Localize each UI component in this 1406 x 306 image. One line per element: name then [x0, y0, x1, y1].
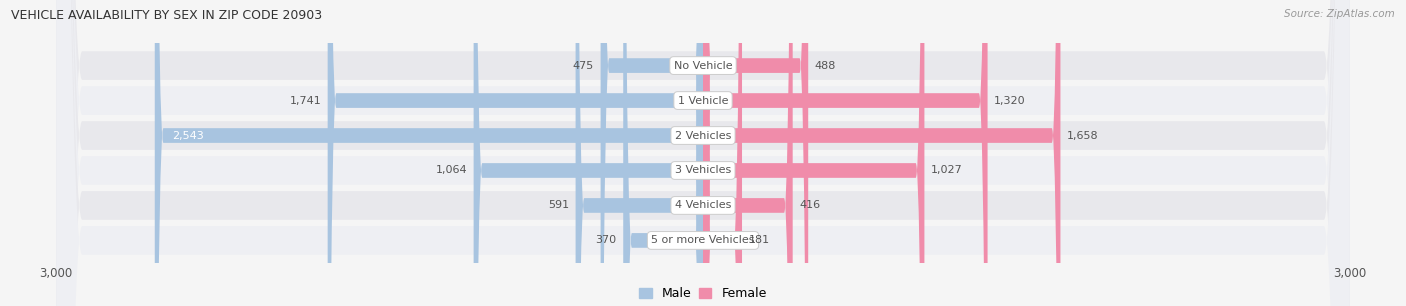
- Text: 4 Vehicles: 4 Vehicles: [675, 200, 731, 211]
- Text: 181: 181: [748, 235, 769, 245]
- FancyBboxPatch shape: [474, 0, 703, 306]
- Text: 1,658: 1,658: [1067, 131, 1098, 140]
- Text: 1 Vehicle: 1 Vehicle: [678, 95, 728, 106]
- Text: 370: 370: [596, 235, 617, 245]
- Legend: Male, Female: Male, Female: [634, 282, 772, 305]
- Text: 3 Vehicles: 3 Vehicles: [675, 166, 731, 175]
- FancyBboxPatch shape: [155, 0, 703, 306]
- Text: VEHICLE AVAILABILITY BY SEX IN ZIP CODE 20903: VEHICLE AVAILABILITY BY SEX IN ZIP CODE …: [11, 9, 322, 22]
- FancyBboxPatch shape: [600, 0, 703, 306]
- FancyBboxPatch shape: [328, 0, 703, 306]
- Text: 416: 416: [799, 200, 820, 211]
- Text: Source: ZipAtlas.com: Source: ZipAtlas.com: [1284, 9, 1395, 19]
- Text: 1,064: 1,064: [436, 166, 467, 175]
- FancyBboxPatch shape: [703, 0, 987, 306]
- Text: 1,320: 1,320: [994, 95, 1025, 106]
- Text: 591: 591: [548, 200, 569, 211]
- FancyBboxPatch shape: [56, 0, 1350, 306]
- FancyBboxPatch shape: [56, 0, 1350, 306]
- FancyBboxPatch shape: [703, 0, 742, 306]
- FancyBboxPatch shape: [575, 0, 703, 306]
- FancyBboxPatch shape: [623, 0, 703, 306]
- Text: 1,027: 1,027: [931, 166, 963, 175]
- Text: 2 Vehicles: 2 Vehicles: [675, 131, 731, 140]
- Text: 2,543: 2,543: [172, 131, 204, 140]
- FancyBboxPatch shape: [56, 0, 1350, 306]
- FancyBboxPatch shape: [703, 0, 793, 306]
- FancyBboxPatch shape: [703, 0, 1060, 306]
- Text: No Vehicle: No Vehicle: [673, 61, 733, 71]
- Text: 1,741: 1,741: [290, 95, 321, 106]
- Text: 5 or more Vehicles: 5 or more Vehicles: [651, 235, 755, 245]
- FancyBboxPatch shape: [703, 0, 924, 306]
- FancyBboxPatch shape: [703, 0, 808, 306]
- Text: 475: 475: [572, 61, 595, 71]
- FancyBboxPatch shape: [56, 0, 1350, 306]
- FancyBboxPatch shape: [56, 0, 1350, 306]
- Text: 488: 488: [814, 61, 837, 71]
- FancyBboxPatch shape: [56, 0, 1350, 306]
